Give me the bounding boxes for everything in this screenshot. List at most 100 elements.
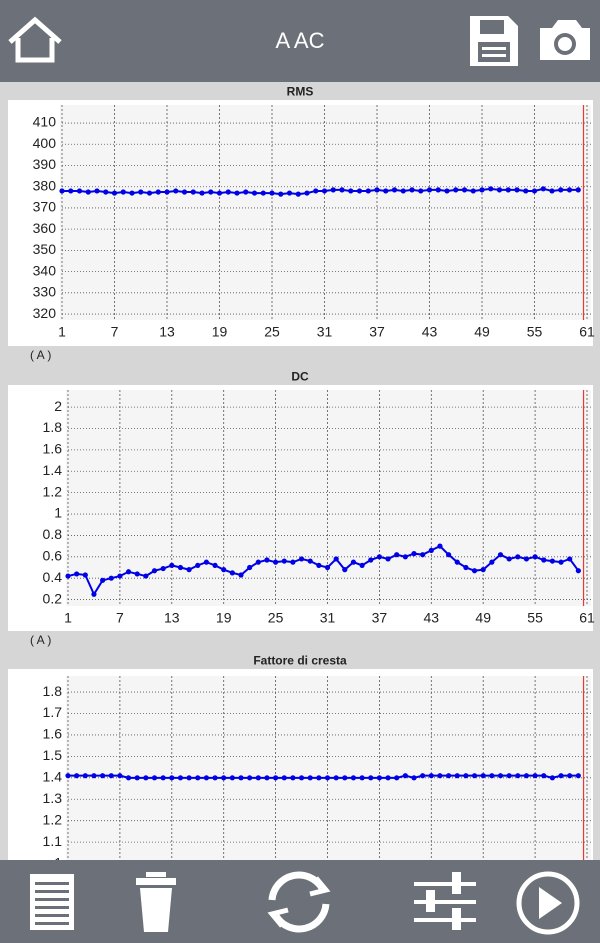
data-point bbox=[281, 558, 287, 564]
home-button[interactable] bbox=[8, 16, 62, 63]
data-point bbox=[532, 554, 538, 560]
data-point bbox=[307, 558, 313, 564]
y-tick-label: 1 bbox=[54, 505, 62, 521]
data-point bbox=[446, 773, 452, 779]
data-point bbox=[229, 570, 235, 576]
data-point bbox=[575, 187, 581, 193]
panel-title-strip bbox=[0, 368, 600, 385]
data-point bbox=[558, 187, 564, 193]
data-point bbox=[532, 773, 538, 779]
data-point bbox=[134, 571, 140, 577]
data-point bbox=[394, 775, 400, 781]
x-tick-label: 55 bbox=[527, 610, 543, 626]
save-button[interactable] bbox=[470, 16, 518, 66]
data-point bbox=[221, 567, 227, 573]
data-point bbox=[523, 773, 530, 779]
data-point bbox=[74, 773, 80, 779]
data-point bbox=[108, 575, 114, 581]
data-point bbox=[177, 775, 184, 781]
y-tick-label: 0.2 bbox=[43, 590, 63, 606]
data-point bbox=[269, 190, 275, 196]
data-point bbox=[506, 773, 512, 779]
y-tick-label: 1.7 bbox=[43, 704, 63, 720]
plot-area bbox=[66, 390, 591, 606]
data-point bbox=[497, 773, 504, 779]
data-point bbox=[273, 775, 279, 781]
data-point bbox=[243, 189, 249, 195]
y-tick-label: 380 bbox=[33, 177, 57, 193]
data-point bbox=[523, 556, 530, 562]
data-point bbox=[454, 559, 460, 565]
data-point bbox=[251, 190, 258, 196]
data-point bbox=[151, 568, 158, 574]
data-point bbox=[446, 552, 452, 558]
data-point bbox=[212, 562, 218, 568]
data-point bbox=[238, 572, 244, 578]
x-tick-label: 31 bbox=[317, 324, 333, 340]
data-point bbox=[514, 187, 520, 193]
plot-area bbox=[60, 105, 591, 320]
data-point bbox=[356, 188, 363, 194]
data-point bbox=[134, 775, 140, 781]
refresh-button[interactable] bbox=[267, 871, 331, 933]
data-point bbox=[549, 558, 556, 564]
settings-button[interactable] bbox=[414, 872, 476, 930]
data-point bbox=[365, 188, 371, 194]
data-point bbox=[247, 564, 253, 571]
x-tick-label: 1 bbox=[64, 610, 72, 626]
x-tick-label: 43 bbox=[424, 610, 440, 626]
data-point bbox=[316, 562, 322, 568]
play-button[interactable] bbox=[516, 871, 580, 935]
x-tick-label: 7 bbox=[116, 610, 124, 626]
camera-button[interactable] bbox=[540, 20, 590, 60]
data-point bbox=[117, 773, 123, 779]
data-point bbox=[376, 775, 382, 781]
data-point bbox=[496, 187, 503, 193]
data-point bbox=[100, 773, 106, 779]
plot-area bbox=[66, 676, 591, 870]
y-tick-label: 1.8 bbox=[43, 419, 63, 435]
delete-button[interactable] bbox=[136, 872, 176, 932]
x-tick-label: 37 bbox=[369, 324, 385, 340]
data-point bbox=[177, 564, 184, 571]
list-button[interactable] bbox=[30, 874, 74, 930]
data-point bbox=[471, 568, 478, 574]
data-point bbox=[418, 188, 424, 194]
data-point bbox=[461, 187, 468, 193]
data-point bbox=[169, 562, 175, 568]
data-point bbox=[143, 775, 149, 781]
data-point bbox=[333, 556, 339, 562]
y-tick-label: 330 bbox=[33, 284, 57, 300]
y-tick-label: 0.4 bbox=[43, 569, 63, 585]
panel-title: Fattore di cresta bbox=[253, 654, 347, 668]
data-point bbox=[68, 188, 74, 194]
data-point bbox=[195, 775, 201, 781]
x-tick-label: 31 bbox=[320, 610, 336, 626]
x-tick-label: 25 bbox=[264, 324, 280, 340]
data-point bbox=[59, 188, 65, 194]
data-point bbox=[348, 188, 354, 194]
x-tick-label: 1 bbox=[58, 324, 66, 340]
y-tick-label: 1.1 bbox=[43, 833, 63, 849]
data-point bbox=[190, 189, 196, 195]
x-tick-label: 55 bbox=[527, 324, 543, 340]
y-tick-label: 370 bbox=[33, 199, 57, 215]
y-tick-label: 320 bbox=[33, 305, 57, 321]
x-tick-label: 61 bbox=[579, 610, 595, 626]
data-point bbox=[290, 775, 296, 781]
data-point bbox=[428, 547, 434, 553]
data-point bbox=[247, 775, 253, 781]
data-point bbox=[160, 775, 166, 781]
data-point bbox=[437, 773, 443, 779]
data-point bbox=[76, 188, 83, 194]
data-point bbox=[531, 188, 538, 194]
data-point bbox=[523, 188, 529, 194]
y-tick-label: 340 bbox=[33, 262, 57, 278]
data-point bbox=[489, 773, 495, 779]
data-point bbox=[376, 554, 382, 560]
data-point bbox=[463, 564, 469, 571]
data-point bbox=[549, 775, 556, 781]
y-tick-label: 0.6 bbox=[43, 548, 63, 564]
data-point bbox=[324, 775, 331, 781]
data-point bbox=[558, 773, 564, 779]
